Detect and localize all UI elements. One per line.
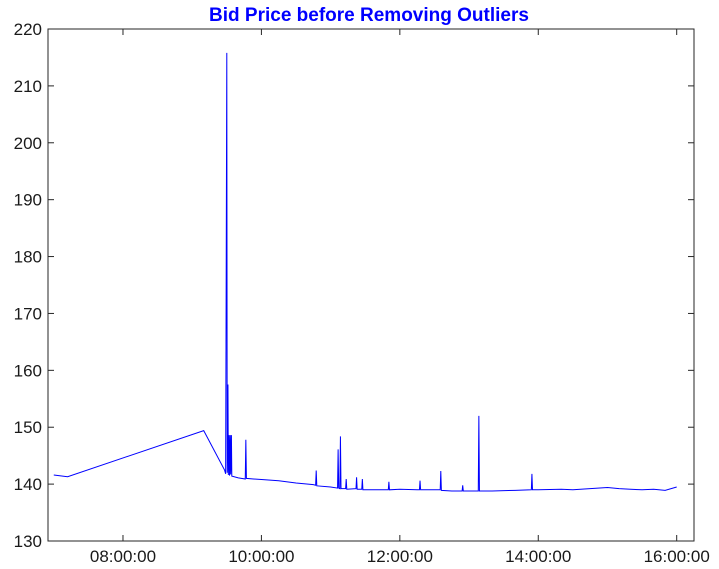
plot-area-frame: [47, 28, 695, 542]
y-tick-label: 160: [14, 361, 42, 380]
y-tick-label: 180: [14, 248, 42, 267]
y-tick-label: 210: [14, 77, 42, 96]
y-tick-label: 170: [14, 304, 42, 323]
series-line-bid-price: [53, 52, 677, 492]
x-tick-label: 10:00:00: [228, 547, 294, 566]
x-tick-label: 08:00:00: [90, 547, 156, 566]
x-tick-label: 12:00:00: [367, 547, 433, 566]
y-tick-label: 140: [14, 475, 42, 494]
y-axis: 130 140 150 160 170 180 190 200 210 220: [14, 20, 694, 551]
x-tick-label: 14:00:00: [505, 547, 571, 566]
y-tick-label: 150: [14, 418, 42, 437]
y-tick-label: 130: [14, 532, 42, 551]
x-axis: 08:00:00 10:00:00 12:00:00 14:00:00 16:00:00: [90, 29, 710, 566]
y-tick-label: 200: [14, 134, 42, 153]
chart-title: Bid Price before Removing Outliers: [209, 5, 529, 26]
y-tick-label: 190: [14, 191, 42, 210]
y-tick-label: 220: [14, 20, 42, 39]
x-tick-label: 16:00:00: [644, 547, 710, 566]
